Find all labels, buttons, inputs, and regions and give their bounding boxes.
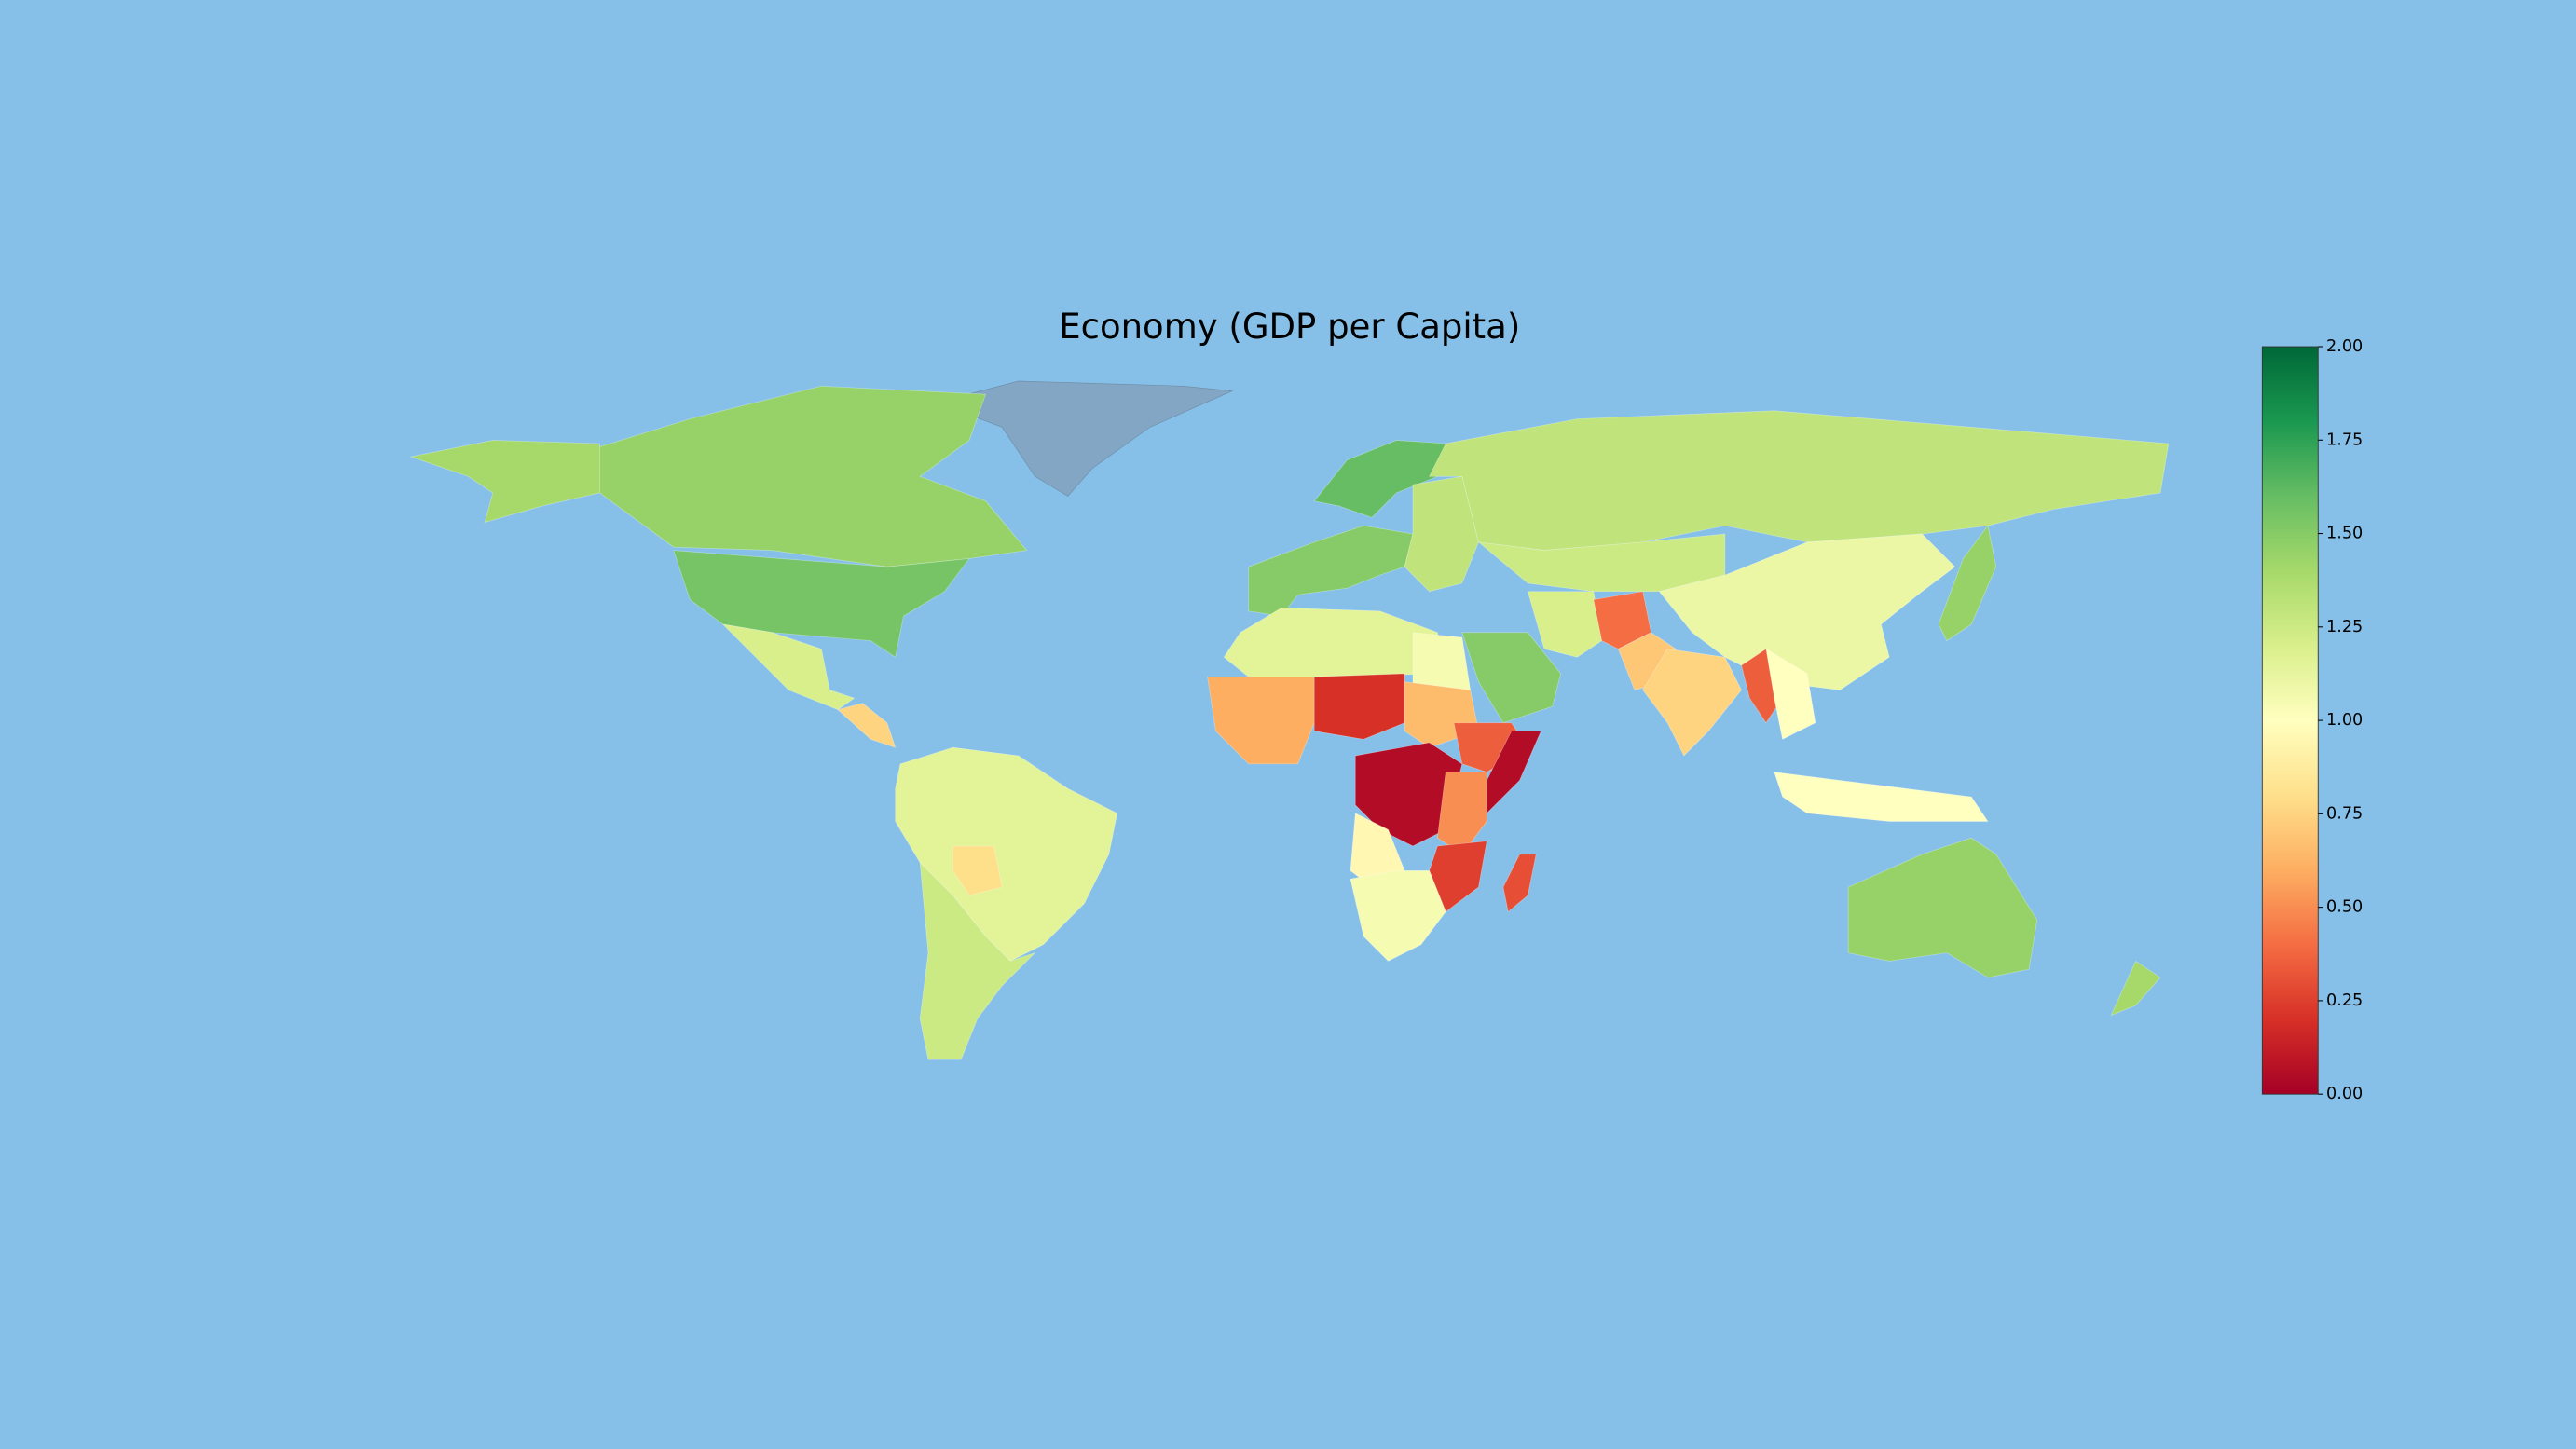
region xyxy=(895,746,1118,962)
regions xyxy=(409,385,2170,1060)
region xyxy=(1354,742,1463,847)
colorbar-tick-label: 1.75 xyxy=(2326,431,2363,449)
region xyxy=(1437,772,1487,855)
colorbar-tick-label: 0.00 xyxy=(2326,1085,2363,1103)
region xyxy=(1527,591,1603,658)
region xyxy=(1502,854,1537,913)
region xyxy=(1847,837,2038,978)
region xyxy=(1938,525,1997,642)
region xyxy=(1765,648,1816,740)
colorbar xyxy=(2261,346,2319,1095)
region xyxy=(2110,960,2161,1017)
colorbar-tick-label: 1.25 xyxy=(2326,618,2363,636)
region xyxy=(1429,841,1487,913)
colorbar-tick-label: 2.00 xyxy=(2326,337,2363,356)
region xyxy=(721,623,856,711)
region xyxy=(1412,632,1472,690)
region xyxy=(1486,731,1542,814)
region xyxy=(1350,870,1446,962)
map-title: Economy (GDP per Capita) xyxy=(1059,307,1520,347)
region xyxy=(673,550,970,658)
region xyxy=(952,845,1003,896)
colorbar-tick-label: 0.75 xyxy=(2326,804,2363,823)
region xyxy=(1774,772,1989,822)
colorbar-tick-label: 0.25 xyxy=(2326,991,2363,1010)
region xyxy=(1429,410,2170,551)
colorbar-tick-label: 1.50 xyxy=(2326,525,2363,543)
region xyxy=(919,861,1035,1060)
region xyxy=(1461,632,1562,724)
region xyxy=(599,385,1028,567)
region xyxy=(409,440,600,524)
region xyxy=(1642,649,1742,757)
colorbar-tick-label: 1.00 xyxy=(2326,711,2363,730)
region xyxy=(1207,677,1315,765)
region xyxy=(1313,673,1405,740)
region xyxy=(1248,525,1414,617)
region xyxy=(1223,607,1446,677)
region xyxy=(837,703,897,748)
colorbar-tick-label: 0.50 xyxy=(2326,898,2363,917)
no-data-region xyxy=(935,380,1234,497)
